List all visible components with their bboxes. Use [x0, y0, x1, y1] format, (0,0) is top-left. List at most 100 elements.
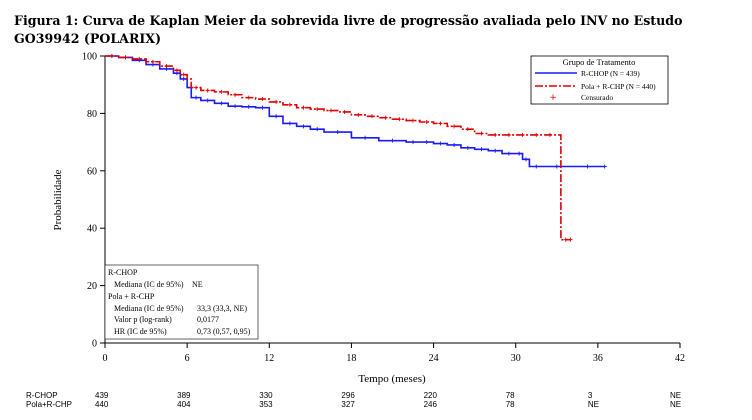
censor-mark	[517, 151, 522, 156]
censor-mark	[274, 114, 279, 119]
censor-mark	[506, 151, 511, 156]
censor-mark	[315, 127, 320, 132]
risk-cell: 78	[506, 391, 515, 400]
censor-mark	[181, 72, 186, 77]
x-tick-label: 0	[103, 353, 108, 364]
risk-cell: 439	[95, 391, 109, 400]
censor-mark	[233, 104, 238, 109]
legend-swatch-censor: +	[549, 93, 557, 103]
y-tick-label: 0	[92, 339, 97, 350]
stats-rchop-median-value: NE	[192, 280, 203, 289]
censor-mark	[363, 135, 368, 140]
x-tick-label: 24	[429, 353, 439, 364]
censor-mark	[411, 140, 416, 145]
censor-mark	[260, 97, 265, 102]
censor-mark	[465, 145, 470, 150]
censor-mark	[369, 114, 374, 119]
censor-mark	[602, 164, 607, 169]
censor-mark	[438, 121, 443, 126]
censor-mark	[585, 164, 590, 169]
stats-hr-label: HR (IC de 95%)	[114, 327, 167, 336]
series-layer	[105, 54, 607, 242]
risk-row-label-rchop: R-CHOP	[26, 391, 58, 400]
risk-table: R-CHOP Pola+R-CHP 439 389 330 296 220 78 3 NE44…	[26, 391, 681, 409]
censor-mark	[137, 56, 142, 61]
censor-mark	[520, 132, 525, 137]
stats-box: R-CHOP Mediana (IC de 95%) NE Pola + R-C…	[104, 264, 259, 340]
risk-cell: 327	[341, 400, 355, 409]
risk-cell: NE	[588, 400, 599, 409]
censor-mark	[287, 121, 292, 126]
censor-mark	[205, 88, 210, 93]
censor-mark	[205, 98, 210, 103]
risk-cell: NE	[670, 400, 681, 409]
x-tick-label: 36	[593, 353, 603, 364]
censor-mark	[109, 54, 114, 58]
figure-caption: Figura 1: Curva de Kaplan Meier da sobre…	[14, 13, 683, 46]
y-tick-label: 60	[87, 166, 97, 177]
censor-mark	[194, 95, 199, 100]
risk-cell: 404	[177, 400, 191, 409]
censor-mark	[479, 147, 484, 152]
censor-mark	[554, 164, 559, 169]
risk-cell: NE	[670, 391, 681, 400]
risk-cell: 296	[341, 391, 355, 400]
x-ticks: 0 6 12 18 24 30 36 42	[103, 343, 685, 364]
censor-mark	[547, 132, 552, 137]
censor-mark	[335, 130, 340, 135]
y-tick-label: 40	[87, 224, 97, 235]
risk-cell: 78	[506, 400, 515, 409]
censor-mark	[181, 76, 186, 81]
censor-mark	[563, 237, 568, 242]
censor-mark	[328, 108, 333, 113]
censor-mark	[301, 124, 306, 129]
censor-mark	[438, 141, 443, 146]
risk-cell: 440	[95, 400, 109, 409]
censor-mark	[479, 131, 484, 136]
risk-row-label-pola: Pola+R-CHP	[26, 400, 72, 409]
risk-cell: 3	[588, 391, 593, 400]
censor-mark	[150, 59, 155, 64]
risk-cell: 389	[177, 391, 191, 400]
censor-mark	[356, 112, 361, 117]
censor-mark	[246, 104, 251, 109]
censor-mark	[287, 102, 292, 107]
x-tick-label: 6	[185, 353, 190, 364]
censor-mark	[383, 115, 388, 120]
risk-cell: 330	[259, 391, 273, 400]
series-line-pola	[105, 55, 571, 241]
y-axis-label: Probabilidade	[52, 169, 64, 230]
y-ticks: 0 20 40 60 80 100	[82, 52, 105, 350]
censor-mark	[493, 148, 498, 153]
censor-mark	[301, 105, 306, 110]
legend-box	[530, 55, 669, 105]
censor-mark	[506, 132, 511, 137]
stats-pola-median-label: Mediana (IC de 95%)	[114, 304, 184, 313]
censor-mark	[315, 107, 320, 112]
legend-title: Grupo de Tratamento	[563, 57, 636, 67]
risk-cell: 246	[424, 400, 438, 409]
censor-mark	[568, 237, 573, 242]
legend-label-rchop: R-CHOP (N = 439)	[581, 69, 640, 78]
censor-mark	[397, 117, 402, 122]
x-tick-label: 18	[346, 353, 356, 364]
stats-pola-label: Pola + R-CHP	[108, 292, 155, 301]
stats-hr-value: 0,73 (0,57, 0,95)	[197, 327, 251, 336]
censor-mark	[274, 99, 279, 104]
risk-cell: 353	[259, 400, 273, 409]
censor-mark	[390, 138, 395, 143]
y-tick-label: 20	[87, 281, 97, 292]
y-tick-label: 80	[87, 109, 97, 120]
censor-mark	[452, 142, 457, 147]
censor-mark	[534, 132, 539, 137]
censor-mark	[424, 140, 429, 145]
censor-mark	[493, 132, 498, 137]
legend-label-censor: Censurado	[581, 93, 613, 102]
legend-label-pola: Pola + R-CHP (N = 440)	[581, 82, 656, 91]
censor-mark	[452, 124, 457, 129]
censor-mark	[246, 95, 251, 100]
stats-p-label: Valor p (log-rank)	[114, 315, 172, 324]
censor-mark	[219, 101, 224, 106]
